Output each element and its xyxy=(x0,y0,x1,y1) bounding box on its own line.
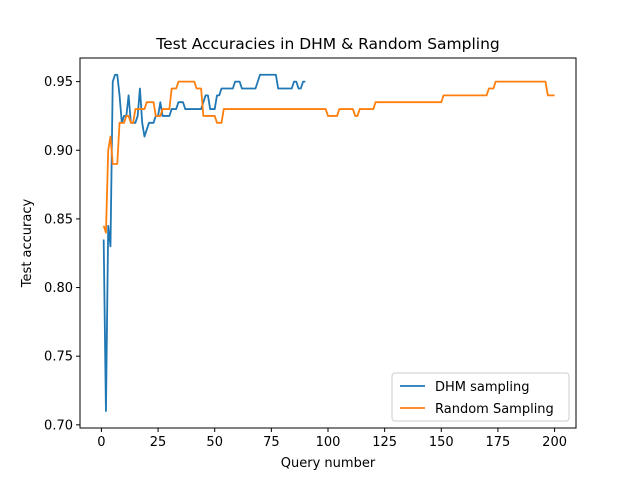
y-tick-label: 0.90 xyxy=(44,144,73,159)
y-tick-label: 0.80 xyxy=(44,281,73,296)
x-axis-ticks: 0 25 50 75 100 125 150 175 200 xyxy=(97,428,567,450)
x-tick-label: 125 xyxy=(372,435,397,450)
x-tick-label: 150 xyxy=(429,435,454,450)
x-tick-label: 100 xyxy=(316,435,341,450)
plot-area: 0 25 50 75 100 125 150 175 200 0.700.750.800.850… xyxy=(44,57,577,450)
series-layer xyxy=(102,73,555,413)
legend-label-random-sampling: Random Sampling xyxy=(435,402,554,417)
legend-label-dhm-sampling: DHM sampling xyxy=(435,380,530,395)
x-tick-label: 200 xyxy=(542,435,567,450)
y-axis-title: Test accuracy xyxy=(20,199,35,289)
y-tick-label: 0.85 xyxy=(44,212,73,227)
y-tick-label: 0.75 xyxy=(44,350,73,365)
x-tick-label: 75 xyxy=(263,435,280,450)
chart-title: Test Accuracies in DHM & Random Sampling xyxy=(155,35,500,53)
y-axis-ticks: 0.70 0.75 0.80 0.85 0.90 0.95 xyxy=(44,75,80,433)
series-line-random-sampling xyxy=(102,80,555,234)
x-tick-label: 0 xyxy=(97,435,105,450)
y-tick-label: 0.70 xyxy=(44,418,73,433)
legend-box xyxy=(391,372,570,422)
x-tick-label: 175 xyxy=(486,435,511,450)
legend: DHM sampling Random Sampling xyxy=(391,372,570,422)
x-axis-title: Query number xyxy=(281,456,376,471)
x-tick-label: 25 xyxy=(150,435,167,450)
series-line-dhm-sampling xyxy=(102,73,306,413)
x-tick-label: 50 xyxy=(206,435,223,450)
y-tick-label: 0.95 xyxy=(44,75,73,90)
